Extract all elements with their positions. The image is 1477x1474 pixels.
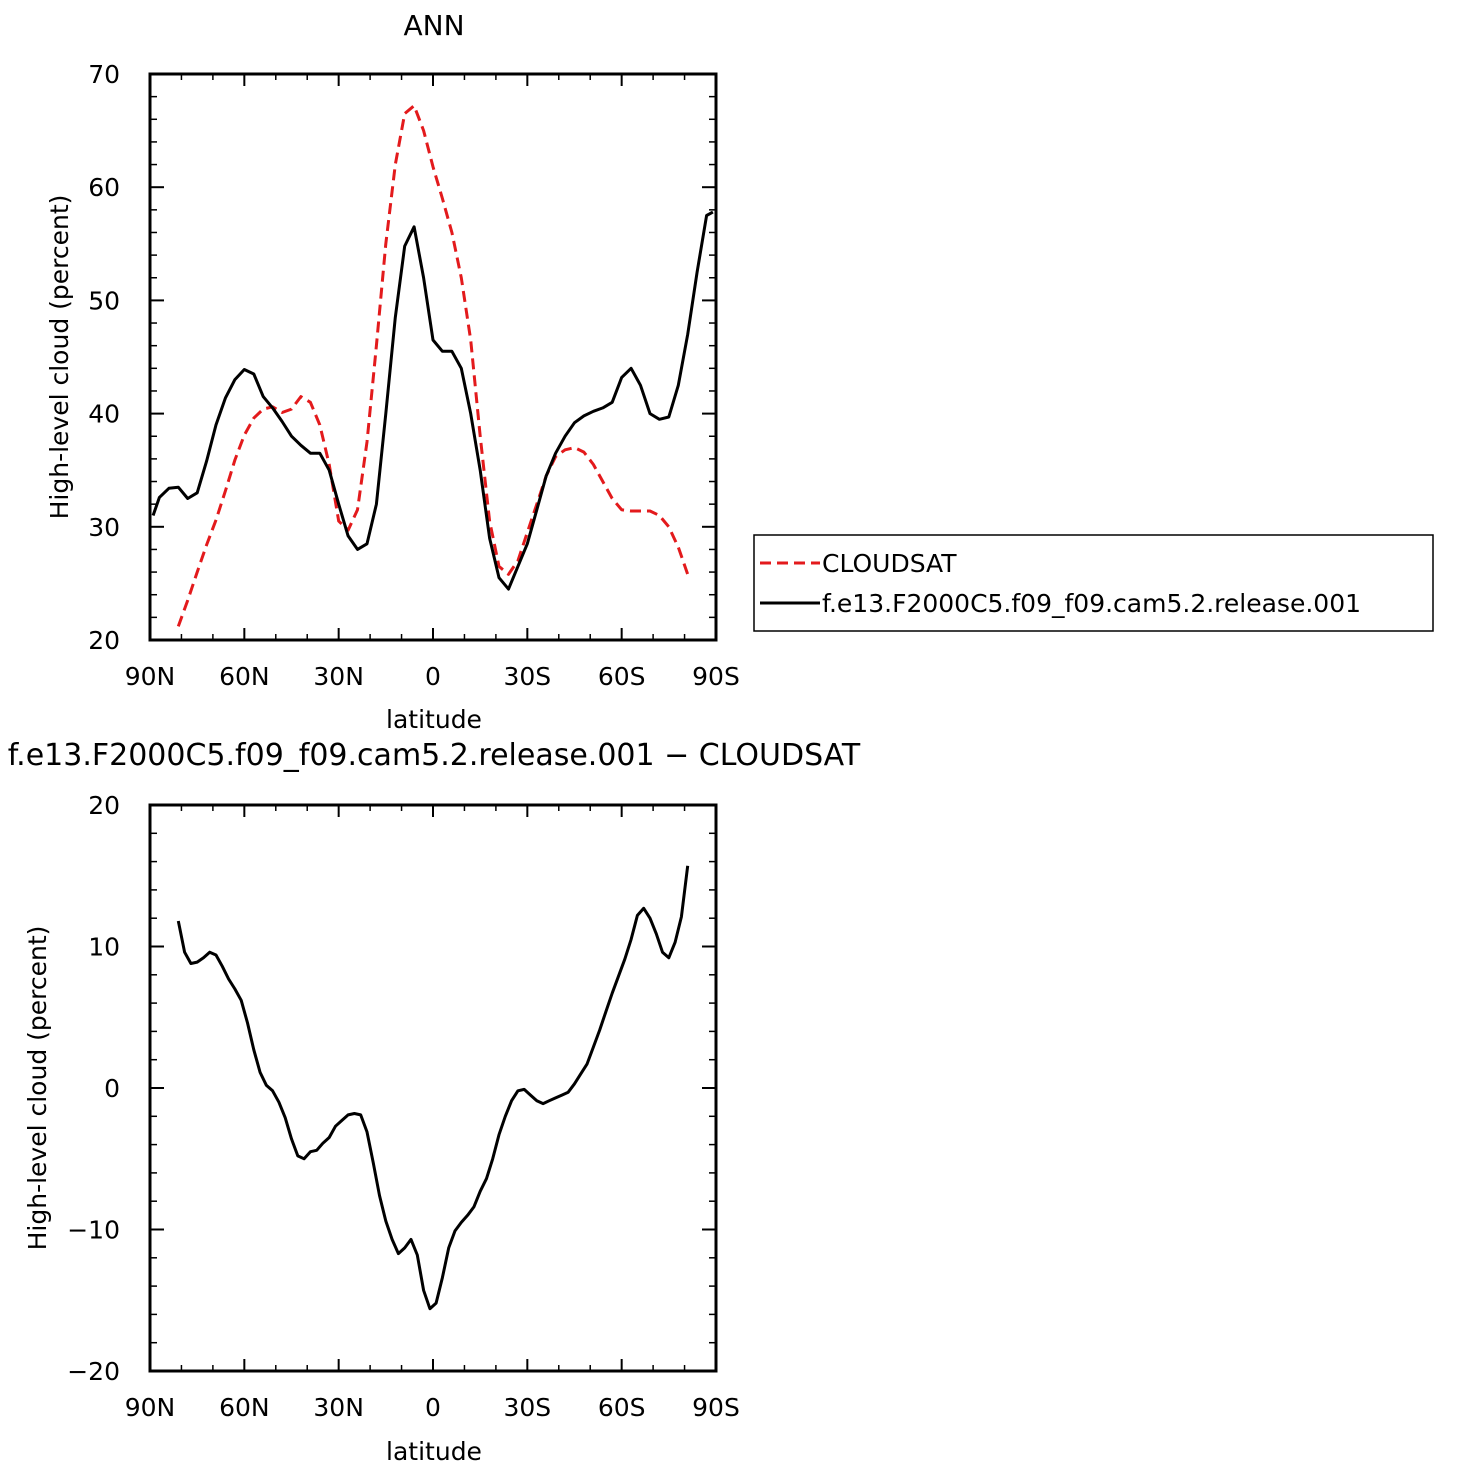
bottom-panel-ticks <box>149 804 717 1372</box>
bottom-x-tick-label: 30N <box>313 1393 364 1422</box>
top-panel: ANN 90N 60N 30N 0 30S 60S 90S 20 30 40 50 60 70 lat… <box>45 9 740 734</box>
top-panel-x-tick-labels: 90N 60N 30N 0 30S 60S 90S <box>125 662 740 691</box>
top-x-tick-label: 90N <box>125 662 176 691</box>
bottom-panel-series <box>176 865 690 1311</box>
top-y-tick-label: 30 <box>88 513 120 542</box>
top-y-tick-label: 20 <box>88 626 120 655</box>
bottom-x-tick-label: 60N <box>219 1393 270 1422</box>
bottom-x-tick-label: 90S <box>692 1393 740 1422</box>
bottom-y-tick-label: 20 <box>88 791 120 820</box>
top-y-tick-label: 50 <box>88 286 120 315</box>
top-panel-title: ANN <box>403 9 464 42</box>
top-x-tick-label: 90S <box>692 662 740 691</box>
bottom-panel-y-axis-label: High-level cloud (percent) <box>23 926 52 1251</box>
bottom-x-tick-label: 0 <box>425 1393 441 1422</box>
bottom-x-tick-label: 30S <box>503 1393 551 1422</box>
legend: CLOUDSAT f.e13.F2000C5.f09_f09.cam5.2.re… <box>753 534 1434 632</box>
top-panel-y-tick-labels: 20 30 40 50 60 70 <box>88 60 120 655</box>
top-x-tick-label: 30S <box>503 662 551 691</box>
bottom-panel-title: f.e13.F2000C5.f09_f09.cam5.2.release.001… <box>8 738 861 773</box>
bottom-panel-y-tick-labels: −20 −10 0 10 20 <box>67 791 120 1386</box>
top-x-tick-label: 60N <box>219 662 270 691</box>
bottom-panel-frame <box>148 803 718 1373</box>
bottom-panel: f.e13.F2000C5.f09_f09.cam5.2.release.001… <box>8 738 861 1466</box>
bottom-panel-x-axis-label: latitude <box>386 1437 482 1466</box>
bottom-panel-x-tick-labels: 90N 60N 30N 0 30S 60S 90S <box>125 1393 740 1422</box>
bottom-y-tick-label: 10 <box>88 933 120 962</box>
top-y-tick-label: 40 <box>88 400 120 429</box>
legend-box <box>753 534 1434 632</box>
bottom-y-tick-label: 0 <box>104 1074 120 1103</box>
top-series-line-cloudsat <box>176 104 690 627</box>
bottom-x-tick-label: 60S <box>598 1393 646 1422</box>
top-panel-x-axis-label: latitude <box>386 705 482 734</box>
top-x-tick-label: 0 <box>425 662 441 691</box>
bottom-series-line-difference <box>176 865 690 1311</box>
top-panel-ticks <box>149 73 717 641</box>
bottom-y-tick-label: −20 <box>67 1357 120 1386</box>
bottom-x-tick-label: 90N <box>125 1393 176 1422</box>
top-x-tick-label: 60S <box>598 662 646 691</box>
bottom-y-tick-label: −10 <box>67 1216 120 1245</box>
legend-label-model: f.e13.F2000C5.f09_f09.cam5.2.release.001 <box>822 589 1361 618</box>
top-panel-y-axis-label: High-level cloud (percent) <box>45 195 74 520</box>
top-y-tick-label: 70 <box>88 60 120 89</box>
top-series-line-model <box>151 210 714 591</box>
top-x-tick-label: 30N <box>313 662 364 691</box>
top-y-tick-label: 60 <box>88 173 120 202</box>
legend-label-cloudsat: CLOUDSAT <box>822 549 957 578</box>
top-panel-frame <box>148 72 718 642</box>
top-panel-series <box>151 104 714 627</box>
